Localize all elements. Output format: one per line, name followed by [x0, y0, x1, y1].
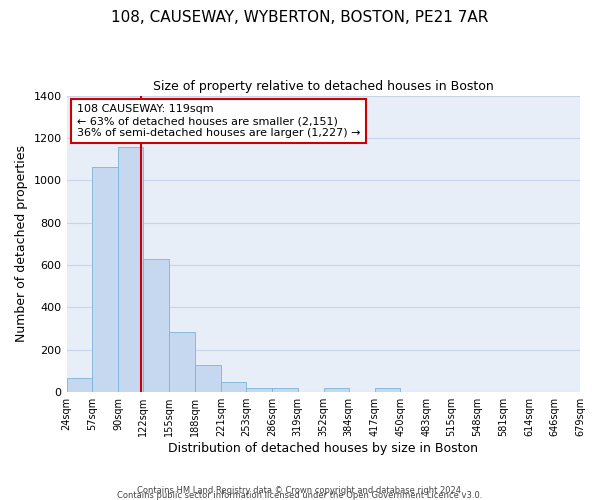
Bar	[67, 378, 92, 392]
Bar	[221, 382, 246, 392]
Bar	[143, 258, 169, 392]
X-axis label: Distribution of detached houses by size in Boston: Distribution of detached houses by size …	[168, 442, 478, 455]
Text: 108 CAUSEWAY: 119sqm
← 63% of detached houses are smaller (2,151)
36% of semi-de: 108 CAUSEWAY: 119sqm ← 63% of detached h…	[77, 104, 361, 138]
Bar	[169, 332, 195, 392]
Bar	[118, 148, 143, 392]
Bar	[92, 166, 118, 392]
Bar	[195, 364, 221, 392]
Text: Contains HM Land Registry data © Crown copyright and database right 2024.: Contains HM Land Registry data © Crown c…	[137, 486, 463, 495]
Text: Contains public sector information licensed under the Open Government Licence v3: Contains public sector information licen…	[118, 491, 482, 500]
Text: 108, CAUSEWAY, WYBERTON, BOSTON, PE21 7AR: 108, CAUSEWAY, WYBERTON, BOSTON, PE21 7A…	[112, 10, 488, 25]
Title: Size of property relative to detached houses in Boston: Size of property relative to detached ho…	[153, 80, 494, 93]
Bar	[323, 388, 349, 392]
Bar	[246, 388, 272, 392]
Bar	[374, 388, 400, 392]
Bar	[272, 388, 298, 392]
Y-axis label: Number of detached properties: Number of detached properties	[15, 146, 28, 342]
